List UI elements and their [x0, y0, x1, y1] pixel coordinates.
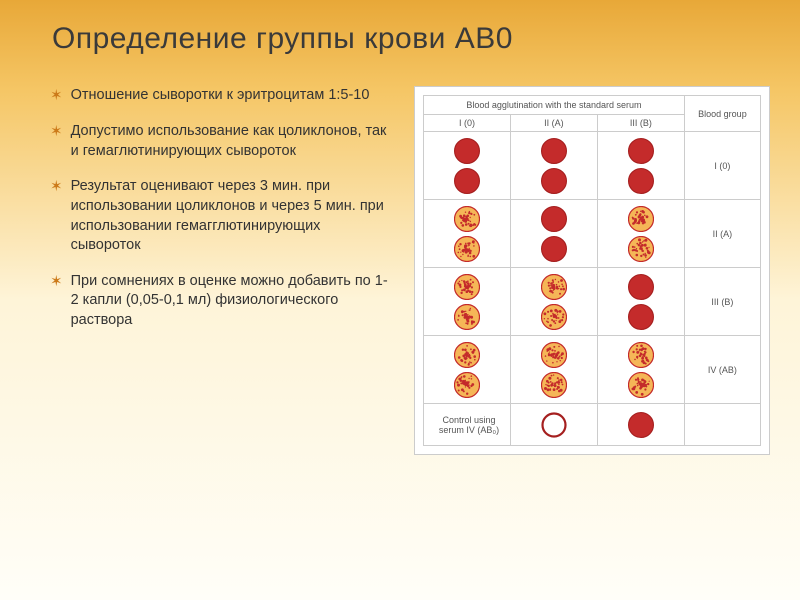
blood-group-label: I (0): [684, 132, 760, 200]
agglutination-cell: [424, 268, 511, 336]
subheader-1: I (0): [424, 115, 511, 132]
chart-header-merged: Blood agglutination with the standard se…: [424, 96, 685, 115]
bullet-star-icon: ✶: [50, 86, 63, 106]
agglutination-cell: [597, 268, 684, 336]
bullet-item: ✶При сомнениях в оценке можно добавить п…: [50, 272, 390, 331]
bullet-text: При сомнениях в оценке можно добавить по…: [71, 272, 390, 331]
agglutination-cell: [510, 200, 597, 268]
agglutination-cell: [510, 132, 597, 200]
agglutination-cell: [424, 132, 511, 200]
bullet-star-icon: ✶: [50, 122, 63, 161]
agglutination-cell: [424, 200, 511, 268]
bullet-list: ✶ Отношение сыворотки к эритроцитам 1:5-1…: [50, 86, 390, 455]
blood-group-label: III (B): [684, 268, 760, 336]
control-ring-cell: [510, 404, 597, 446]
chart-data-row: IV (AB): [424, 336, 761, 404]
content-area: ✶ Отношение сыворотки к эритроцитам 1:5-1…: [0, 56, 800, 455]
agglutination-cell: [597, 200, 684, 268]
agglutination-cell: [510, 336, 597, 404]
bullet-text: Допустимо использование как цоликлонов, …: [71, 122, 390, 161]
bullet-text: Отношение сыворотки к эритроцитам 1:5-10: [71, 86, 370, 106]
bullet-text: Результат оценивают через 3 мин. при исп…: [71, 177, 390, 255]
bullet-item: ✶Допустимо использование как цоликлонов,…: [50, 122, 390, 161]
agglutination-cell: [424, 336, 511, 404]
bullet-item: ✶Результат оценивают через 3 мин. при ис…: [50, 177, 390, 255]
subheader-2: II (A): [510, 115, 597, 132]
control-blank-cell: [684, 404, 760, 446]
blood-group-label: IV (AB): [684, 336, 760, 404]
subheader-3: III (B): [597, 115, 684, 132]
blood-group-label: II (A): [684, 200, 760, 268]
agglutination-cell: [597, 132, 684, 200]
bullet-star-icon: ✶: [50, 272, 63, 331]
agglutination-chart: Blood agglutination with the standard se…: [414, 86, 770, 455]
agglutination-cell: [597, 336, 684, 404]
chart-data-row: I (0): [424, 132, 761, 200]
bullet-item: ✶ Отношение сыворотки к эритроцитам 1:5-1…: [50, 86, 390, 106]
chart-header-group: Blood group: [684, 96, 760, 132]
control-row: Control using serum IV (AB₀): [424, 404, 761, 446]
page-title: Определение группы крови AB0: [0, 0, 800, 56]
bullet-star-icon: ✶: [50, 177, 63, 255]
control-solid-cell: [597, 404, 684, 446]
chart-data-row: III (B): [424, 268, 761, 336]
control-label: Control using serum IV (AB₀): [424, 404, 511, 446]
agglutination-cell: [510, 268, 597, 336]
chart-table: Blood agglutination with the standard se…: [423, 95, 761, 446]
chart-header-row: Blood agglutination with the standard se…: [424, 96, 761, 115]
chart-data-row: II (A): [424, 200, 761, 268]
